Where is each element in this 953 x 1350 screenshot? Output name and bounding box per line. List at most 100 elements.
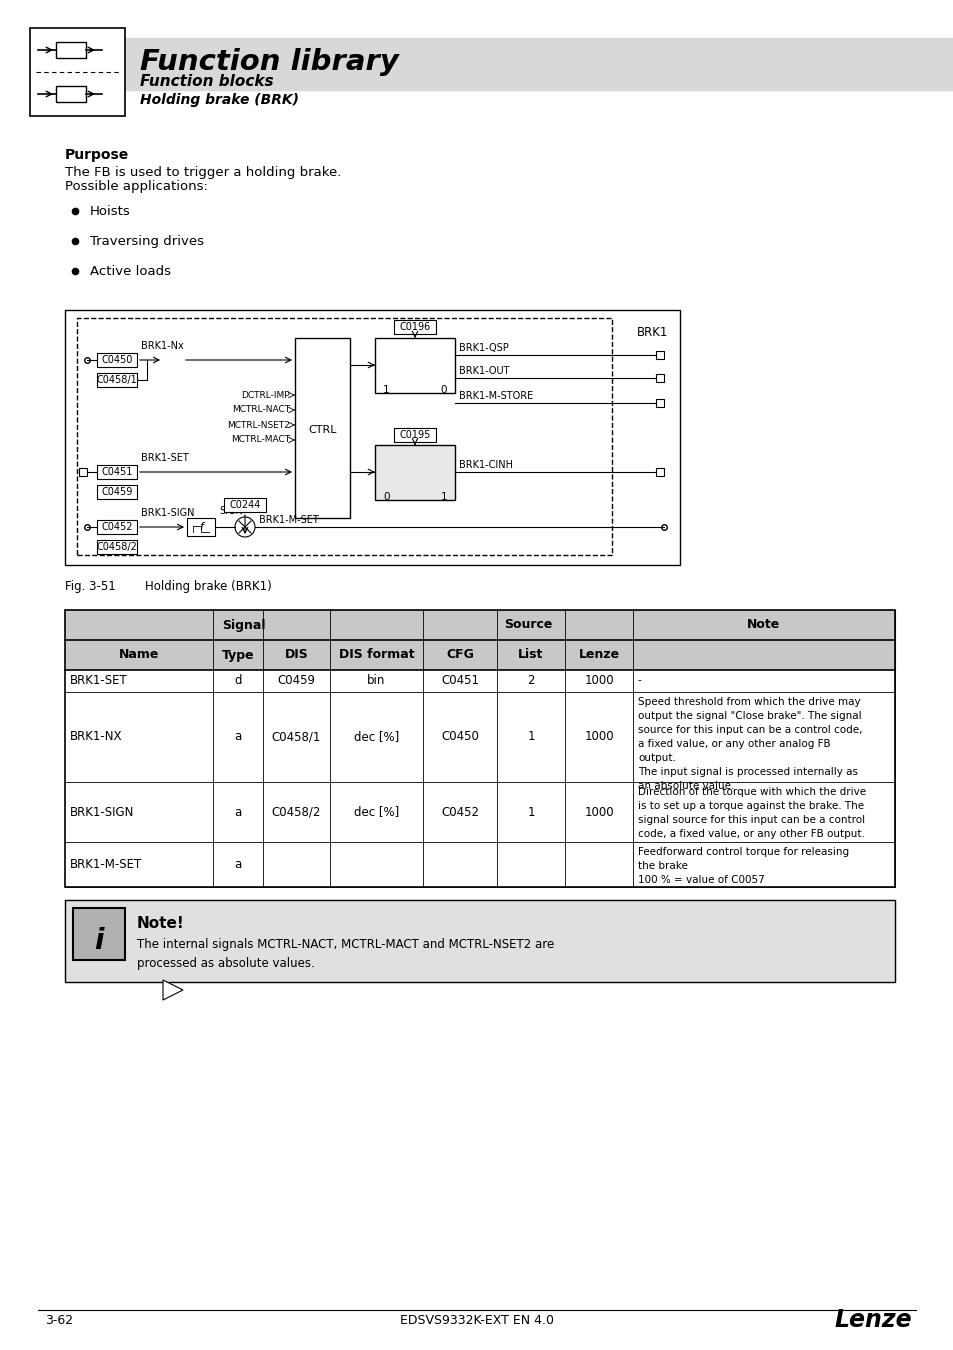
Text: MCTRL-NACT: MCTRL-NACT — [232, 405, 290, 414]
Bar — [79, 468, 87, 477]
Text: DIS format: DIS format — [338, 648, 414, 662]
Text: Type: Type — [221, 648, 254, 662]
Text: Note: Note — [746, 618, 780, 632]
Text: 3-62: 3-62 — [45, 1314, 73, 1327]
Bar — [394, 320, 436, 333]
Text: 1: 1 — [382, 385, 389, 396]
Text: Function blocks: Function blocks — [140, 74, 274, 89]
Bar — [97, 373, 137, 387]
Text: Fig. 3-51: Fig. 3-51 — [65, 580, 115, 593]
Text: C0450: C0450 — [101, 355, 132, 364]
Text: BRK1-OUT: BRK1-OUT — [458, 366, 509, 377]
Text: C0459: C0459 — [101, 487, 132, 497]
Text: a: a — [234, 806, 241, 818]
Text: C0452: C0452 — [101, 522, 132, 532]
Text: 0: 0 — [382, 491, 389, 502]
Circle shape — [234, 517, 254, 537]
Text: C0458/2: C0458/2 — [96, 541, 137, 552]
Bar — [656, 351, 663, 359]
Text: Name: Name — [119, 648, 159, 662]
Bar — [294, 338, 350, 518]
Bar — [56, 86, 86, 103]
Text: Note!: Note! — [137, 917, 185, 932]
Text: BRK1-M-STORE: BRK1-M-STORE — [458, 392, 533, 401]
Bar — [73, 909, 125, 960]
Text: C0450: C0450 — [440, 730, 478, 744]
Text: BRK1-NX: BRK1-NX — [70, 730, 122, 744]
Text: BRK1-Nx: BRK1-Nx — [141, 342, 184, 351]
Text: EDSVS9332K-EXT EN 4.0: EDSVS9332K-EXT EN 4.0 — [399, 1314, 554, 1327]
Text: BRK1-SIGN: BRK1-SIGN — [141, 508, 194, 518]
Bar — [97, 485, 137, 500]
Text: 1: 1 — [527, 730, 535, 744]
Text: SIGN: SIGN — [219, 506, 243, 516]
Bar — [56, 42, 86, 58]
Text: DCTRL-IMP: DCTRL-IMP — [241, 390, 290, 400]
Bar — [125, 38, 953, 90]
Text: 1000: 1000 — [583, 806, 613, 818]
Text: Feedforward control torque for releasing
the brake
100 % = value of C0057: Feedforward control torque for releasing… — [638, 846, 848, 886]
Text: BRK1-SET: BRK1-SET — [141, 454, 189, 463]
Text: List: List — [517, 648, 543, 662]
Text: The FB is used to trigger a holding brake.: The FB is used to trigger a holding brak… — [65, 166, 341, 180]
Bar — [375, 446, 455, 500]
Text: MCTRL-MACT: MCTRL-MACT — [231, 436, 290, 444]
Text: bin: bin — [367, 675, 385, 687]
Bar — [77, 319, 612, 555]
Text: 1: 1 — [527, 806, 535, 818]
Bar — [656, 468, 663, 477]
Text: C0458/1: C0458/1 — [96, 375, 137, 385]
Text: 1000: 1000 — [583, 730, 613, 744]
Text: BRK1-SET: BRK1-SET — [70, 675, 128, 687]
Text: Active loads: Active loads — [90, 265, 171, 278]
Bar — [97, 540, 137, 553]
Bar — [187, 518, 214, 536]
Text: BRK1-CINH: BRK1-CINH — [458, 460, 513, 470]
Bar — [65, 640, 894, 670]
Bar — [375, 338, 455, 393]
Text: Speed threshold from which the drive may
output the signal "Close brake". The si: Speed threshold from which the drive may… — [638, 697, 862, 791]
Bar — [97, 464, 137, 479]
Bar — [65, 782, 894, 842]
Text: MCTRL-NSET2: MCTRL-NSET2 — [227, 420, 290, 429]
Bar — [97, 520, 137, 535]
Bar — [656, 374, 663, 382]
Text: 2: 2 — [527, 675, 535, 687]
Text: C0458/1: C0458/1 — [272, 730, 321, 744]
Bar — [65, 900, 894, 981]
Text: DIS: DIS — [284, 648, 308, 662]
Text: BRK1: BRK1 — [636, 325, 667, 339]
Text: BRK1-M-SET: BRK1-M-SET — [258, 514, 318, 525]
Text: Lenze: Lenze — [578, 648, 618, 662]
Text: Possible applications:: Possible applications: — [65, 180, 208, 193]
Text: CTRL: CTRL — [308, 425, 336, 435]
Text: a: a — [234, 730, 241, 744]
Text: f: f — [199, 522, 203, 532]
Text: Direction of the torque with which the drive
is to set up a torque against the b: Direction of the torque with which the d… — [638, 787, 865, 838]
Text: -: - — [638, 675, 641, 684]
Text: C0244: C0244 — [229, 500, 260, 510]
Text: The internal signals MCTRL-NACT, MCTRL-MACT and MCTRL-NSET2 are
processed as abs: The internal signals MCTRL-NACT, MCTRL-M… — [137, 938, 554, 971]
Polygon shape — [163, 980, 183, 1000]
Text: Traversing drives: Traversing drives — [90, 235, 204, 248]
Text: d: d — [234, 675, 241, 687]
Text: a: a — [234, 859, 241, 871]
Bar — [65, 670, 894, 693]
Text: BRK1-SIGN: BRK1-SIGN — [70, 806, 134, 818]
Text: 0: 0 — [440, 385, 447, 396]
Text: Lenze: Lenze — [834, 1308, 911, 1332]
Bar — [65, 310, 679, 566]
Bar — [30, 28, 125, 116]
Text: dec [%]: dec [%] — [354, 730, 398, 744]
Text: CFG: CFG — [446, 648, 474, 662]
Text: 1000: 1000 — [583, 675, 613, 687]
Bar — [97, 352, 137, 367]
Text: Source: Source — [503, 618, 552, 632]
Bar — [656, 400, 663, 406]
Bar — [394, 428, 436, 441]
Text: C0452: C0452 — [440, 806, 478, 818]
Text: Holding brake (BRK1): Holding brake (BRK1) — [145, 580, 272, 593]
Text: 1: 1 — [440, 491, 447, 502]
Text: Signal: Signal — [222, 618, 266, 632]
Text: Hoists: Hoists — [90, 205, 131, 217]
